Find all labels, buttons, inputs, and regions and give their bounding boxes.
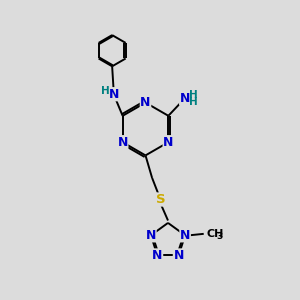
Text: H: H	[189, 97, 198, 107]
Text: H: H	[101, 86, 110, 96]
Text: N: N	[140, 96, 151, 109]
Text: N: N	[180, 229, 190, 242]
Text: N: N	[108, 88, 119, 101]
Text: N: N	[173, 249, 184, 262]
Text: N: N	[152, 249, 163, 262]
Text: H: H	[189, 90, 198, 100]
Text: S: S	[156, 193, 165, 206]
Text: N: N	[163, 136, 174, 149]
Text: N: N	[180, 92, 190, 105]
Text: 3: 3	[216, 232, 223, 241]
Text: N: N	[146, 229, 156, 242]
Text: CH: CH	[207, 229, 224, 239]
Text: N: N	[117, 136, 128, 149]
